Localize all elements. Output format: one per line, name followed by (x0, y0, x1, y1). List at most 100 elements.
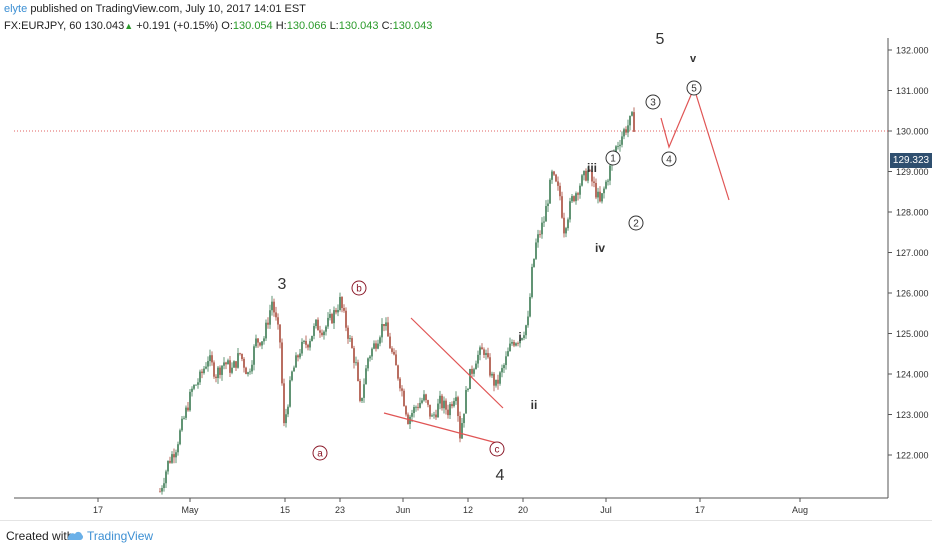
candle-body (543, 221, 545, 223)
candle-body (235, 361, 237, 368)
candle-body (325, 326, 327, 332)
candle-body (355, 362, 357, 364)
candle-body (501, 368, 503, 373)
candle-body (599, 191, 601, 202)
candle-body (479, 347, 481, 355)
candle-body (465, 390, 467, 414)
candle-body (475, 363, 477, 370)
candle-body (403, 390, 405, 407)
candle-body (473, 369, 475, 374)
y-tick-label: 130.000 (896, 127, 929, 137)
up-arrow-icon: ▲ (124, 21, 134, 31)
candle-body (299, 353, 301, 358)
candle-body (425, 394, 427, 401)
tradingview-brand[interactable]: TradingView (87, 529, 154, 543)
candle-body (455, 397, 457, 402)
x-tick-label: 23 (335, 505, 345, 515)
candle-body (457, 397, 459, 417)
candle-body (595, 182, 597, 198)
candle-body (333, 310, 335, 324)
candle-body (189, 391, 191, 411)
candle-body (391, 348, 393, 352)
candle-body (353, 348, 355, 363)
candle-body (389, 336, 391, 349)
y-tick-label: 129.000 (896, 167, 929, 177)
candle-body (373, 343, 375, 349)
wave-i-label: i (518, 330, 521, 344)
candle-body (177, 444, 179, 453)
candle-body (487, 353, 489, 358)
candle-body (225, 362, 227, 365)
candle-body (283, 383, 285, 424)
candle-body (535, 242, 537, 259)
symbol-label: FX:EURJPY, 60 (4, 20, 82, 32)
x-tick-label: May (181, 505, 199, 515)
candle-body (529, 297, 531, 317)
candle-body (267, 322, 269, 325)
candle-body (523, 335, 525, 339)
candle-body (429, 404, 431, 417)
candle-body (629, 115, 631, 126)
wedge-upper-trendline (410, 317, 504, 409)
candle-body (369, 356, 371, 359)
price-change: +0.191 (+0.15%) (136, 20, 219, 32)
wave-5-minor-label: 5 (691, 84, 697, 95)
candle-body (161, 487, 163, 492)
candle-body (295, 355, 297, 368)
candle-body (587, 170, 589, 181)
candle-body (625, 129, 627, 133)
chart-canvas[interactable]: 17 May 15 23 Jun 12 20 Jul 17 Aug 122.000123.0001… (0, 0, 932, 520)
candle-body (485, 353, 487, 355)
y-tick-label: 122.000 (896, 451, 929, 461)
candle-body (337, 309, 339, 313)
candle-body (275, 312, 277, 318)
candle-body (447, 409, 449, 416)
candle-body (253, 346, 255, 365)
wave-a-label: a (317, 449, 323, 460)
candle-body (593, 181, 595, 183)
candle-body (477, 354, 479, 364)
candle-body (223, 362, 225, 366)
candle-body (285, 414, 287, 424)
candle-body (293, 367, 295, 372)
y-tick-label: 126.000 (896, 289, 929, 299)
candle-body (319, 330, 321, 333)
candle-body (347, 327, 349, 339)
candle-body (289, 380, 291, 407)
candle-body (507, 351, 509, 357)
candle-body (463, 413, 465, 424)
candle-body (165, 471, 167, 484)
candle-body (443, 400, 445, 409)
wave-a-circle (312, 445, 328, 461)
candle-body (217, 367, 219, 379)
x-tick-label: 12 (463, 505, 473, 515)
y-tick-label: 127.000 (896, 248, 929, 258)
candle-body (377, 343, 379, 349)
candle-body (491, 373, 493, 376)
candle-body (305, 340, 307, 345)
x-tick-label: Aug (792, 505, 808, 515)
y-axis-ticks: 122.000 123.000 124.000 125.000 126.000 127.0… (888, 46, 929, 461)
candle-body (187, 407, 189, 411)
low-value: 130.043 (338, 20, 379, 32)
candle-body (583, 170, 585, 176)
candle-body (549, 179, 551, 204)
candle-body (483, 349, 485, 355)
x-tick-label: Jul (600, 505, 612, 515)
candle-body (179, 430, 181, 445)
candle-body (581, 175, 583, 186)
candle-body (375, 343, 377, 349)
y-tick-label: 124.000 (896, 370, 929, 380)
candle-body (461, 423, 463, 439)
wave-iv-label: iv (595, 241, 605, 255)
candle-body (557, 181, 559, 186)
last-price: 130.043 (84, 20, 125, 32)
wave-3-minor-circle (645, 94, 661, 110)
candle-body (395, 354, 397, 366)
candle-body (343, 307, 345, 311)
candle-body (439, 395, 441, 404)
candle-body (329, 314, 331, 318)
candle-body (459, 416, 461, 439)
author-name[interactable]: elyte (4, 3, 28, 15)
candle-body (345, 310, 347, 328)
